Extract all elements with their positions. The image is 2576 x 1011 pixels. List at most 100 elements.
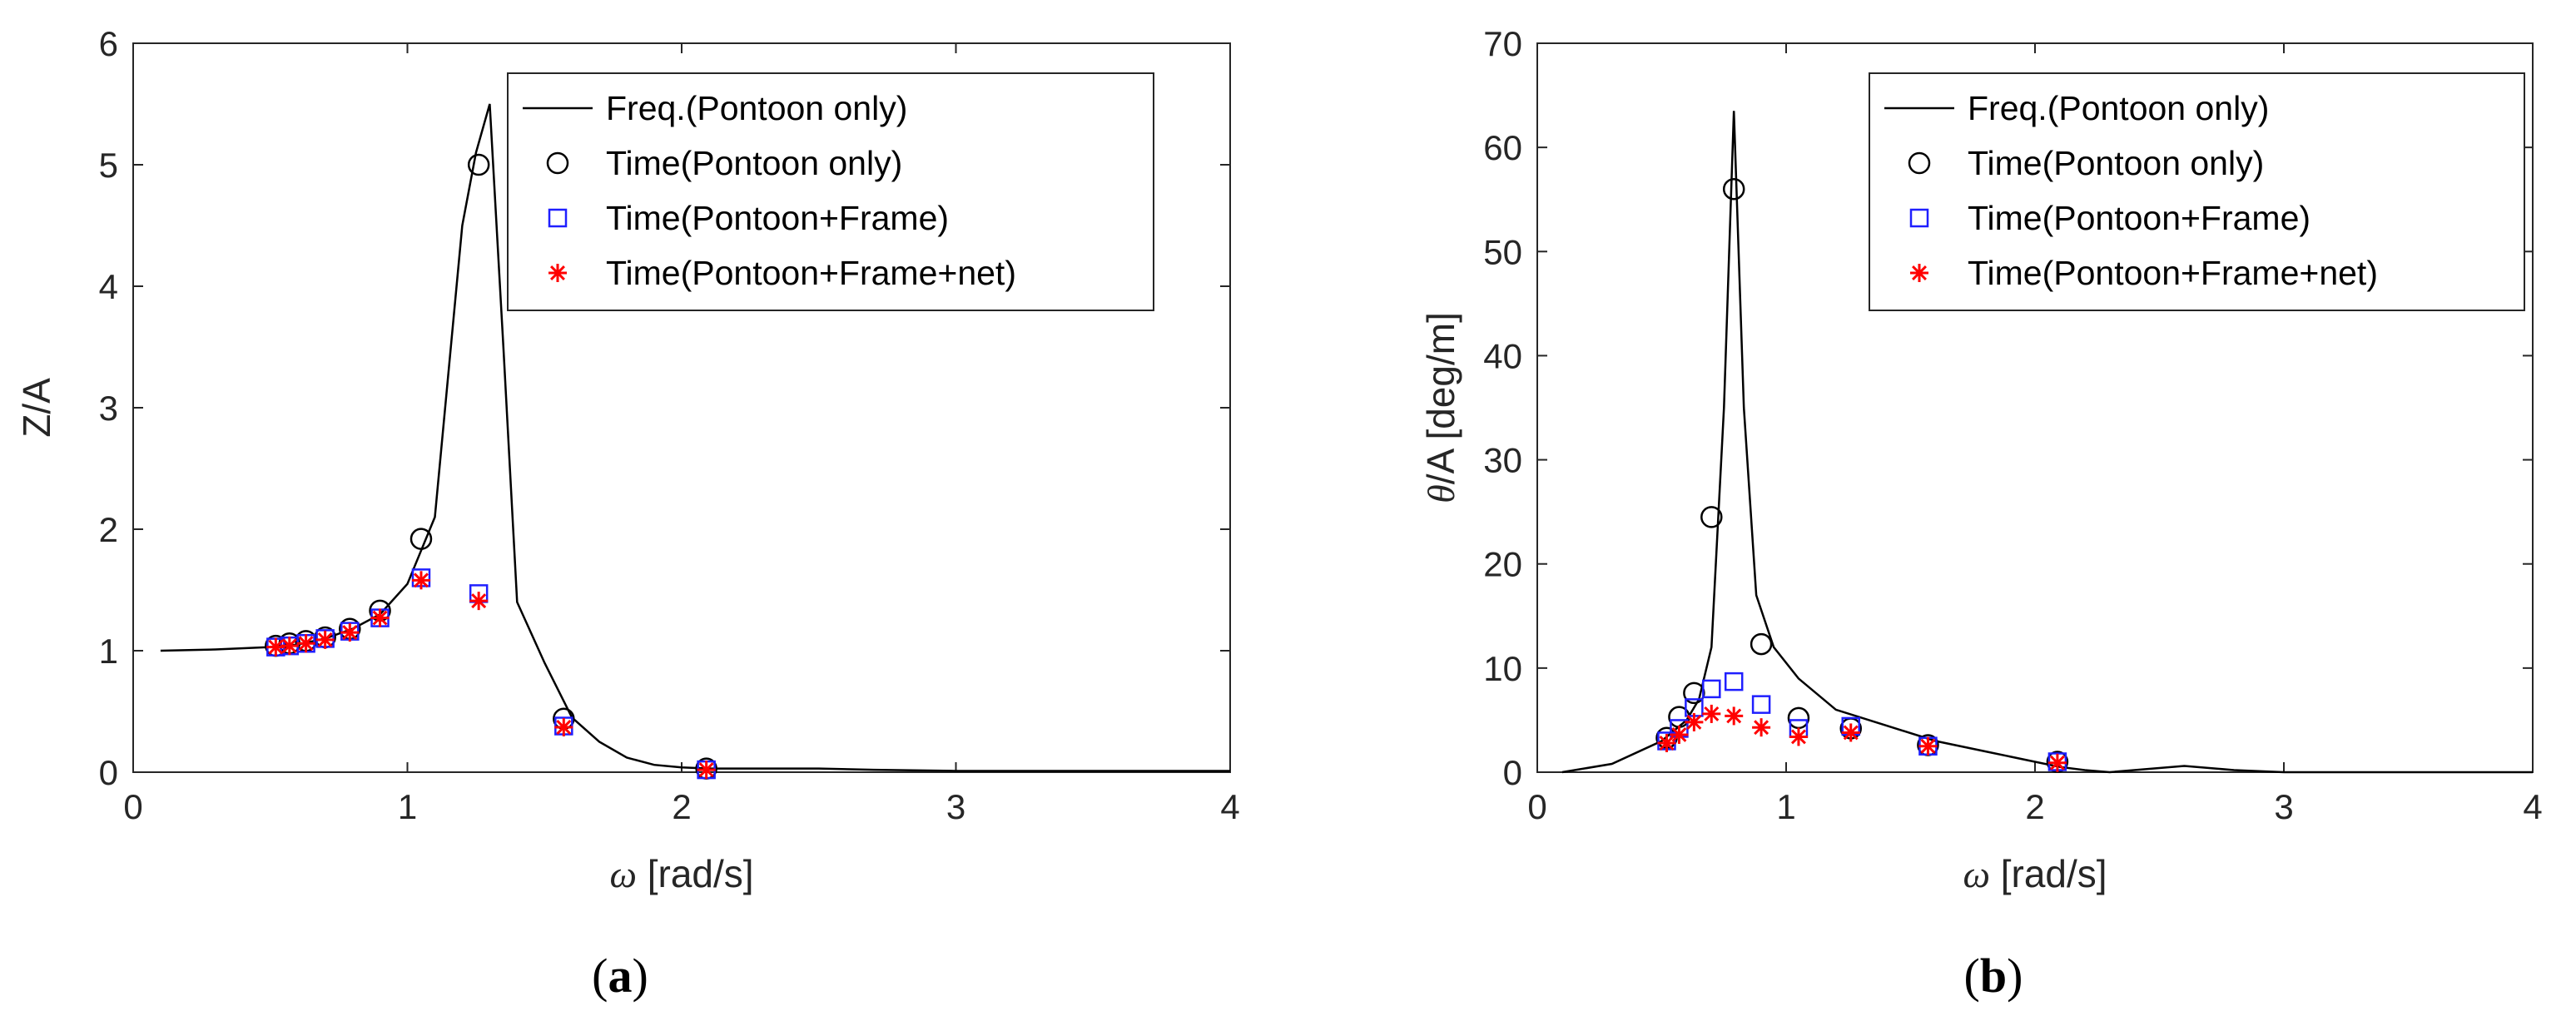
x-tick-label: 1 [398,787,417,826]
y-tick-label: 0 [99,753,118,792]
y-axis-label: θ/A [deg/m] [1419,312,1462,503]
asterisk-point [340,623,360,642]
asterisk-stroke [342,625,358,641]
y-tick-label: 5 [99,146,118,185]
asterisk-stroke [268,639,284,655]
x-axis-unit: [rad/s] [637,852,754,895]
x-tick-label: 2 [2025,787,2044,826]
legend-entry-label: Time(Pontoon+Frame+net) [1968,254,2378,292]
asterisk-stroke [317,632,333,647]
panel-label-open: ( [1964,949,1980,1003]
panel-label-letter: a [608,949,633,1003]
legend-asterisk-icon [548,264,567,282]
y-axis-symbol: θ [1420,484,1462,503]
legend: Freq.(Pontoon only) Time(Pontoon only) Tim… [1869,72,2525,311]
legend-entry-label: Time(Pontoon+Frame+net) [606,254,1016,292]
asterisk-stroke [1754,720,1769,736]
legend-entry-label: Time(Pontoon only) [606,144,902,182]
y-tick-label: 60 [1483,128,1522,167]
circle-point [409,528,433,550]
asterisk-point [1657,733,1676,752]
y-axis-unit: /A [deg/m] [1419,312,1462,484]
asterisk-point [1918,736,1938,756]
asterisk-stroke [1704,706,1720,721]
asterisk-point [469,592,489,611]
chart-panel-a: 0 1 2 3 4 0 1 2 3 4 5 6 ω [rad/s] Z/A Freq.(Pontoon on… [15,24,1240,1003]
x-tick-label: 4 [2523,787,2542,826]
asterisk-point [280,637,299,656]
x-axis-label: ω [rad/s] [1963,852,2107,895]
panel-label-close: ) [2007,949,2023,1003]
panel-label: (b) [1964,949,2023,1003]
asterisk-stroke [1920,738,1936,754]
panel-label: (a) [592,949,648,1003]
legend-entry-label: Time(Pontoon+Frame) [1968,199,2310,237]
x-axis-label: ω [rad/s] [609,852,753,895]
asterisk-stroke [471,593,487,609]
asterisk-point [554,717,573,736]
x-tick-label: 0 [123,787,142,826]
x-axis-symbol: ω [1963,853,1989,895]
asterisk-point [1752,718,1771,737]
y-tick-label: 20 [1483,545,1522,584]
asterisk-stroke [1659,735,1675,751]
asterisk-point [370,608,390,627]
y-tick-label: 1 [99,632,118,671]
y-tick-label: 40 [1483,336,1522,375]
asterisk-point [315,630,335,649]
legend-asterisk-icon [1910,264,1928,282]
series-3 [1657,704,2067,772]
panel-label-close: ) [633,949,648,1003]
y-tick-label: 6 [99,24,118,63]
asterisk-point [411,571,430,590]
y-tick-label: 50 [1483,232,1522,271]
legend-box [507,72,1154,311]
circle-point [1722,177,1745,201]
x-axis-symbol: ω [609,853,636,895]
asterisk-stroke [2049,755,2065,771]
asterisk-stroke [550,265,565,280]
legend-entry-label: Time(Pontoon only) [1968,144,2264,182]
asterisk-stroke [298,636,314,652]
x-tick-label: 2 [672,787,691,826]
asterisk-stroke [556,719,572,735]
y-tick-label: 30 [1483,441,1522,480]
legend-circle-icon [1908,151,1931,175]
y-tick-label: 3 [99,389,118,428]
x-tick-label: 3 [946,787,965,826]
asterisk-point [1670,725,1689,744]
asterisk-stroke [1912,265,1927,280]
asterisk-stroke [1686,714,1702,730]
asterisk-stroke [1671,726,1687,742]
x-tick-label: 3 [2274,787,2293,826]
legend-square-icon [1909,208,1929,228]
panel-label-open: ( [592,949,608,1003]
y-axis-label: Z/A [15,378,58,438]
legend-entry-label: Time(Pontoon+Frame) [606,199,949,237]
asterisk-stroke [1843,725,1859,741]
legend-box [1869,72,2525,311]
series-3 [266,571,716,780]
square-point [1751,695,1771,714]
y-tick-label: 0 [1503,753,1522,792]
asterisk-point [697,761,716,780]
y-tick-label: 10 [1483,649,1522,688]
asterisk-stroke [413,572,429,588]
asterisk-stroke [1790,729,1806,745]
asterisk-point [1702,704,1721,723]
legend-entry-label: Freq.(Pontoon only) [606,89,907,127]
y-tick-label: 2 [99,510,118,549]
square-point [1724,672,1744,691]
asterisk-point [1685,712,1704,731]
asterisk-stroke [281,638,297,654]
x-tick-label: 1 [1776,787,1795,826]
x-tick-label: 4 [1220,787,1239,826]
legend-entry-label: Freq.(Pontoon only) [1968,89,2269,127]
legend: Freq.(Pontoon only) Time(Pontoon only) Tim… [507,72,1154,311]
circle-point [1750,632,1773,656]
asterisk-point [1725,706,1744,726]
asterisk-stroke [1726,708,1742,724]
y-tick-label: 4 [99,267,118,306]
